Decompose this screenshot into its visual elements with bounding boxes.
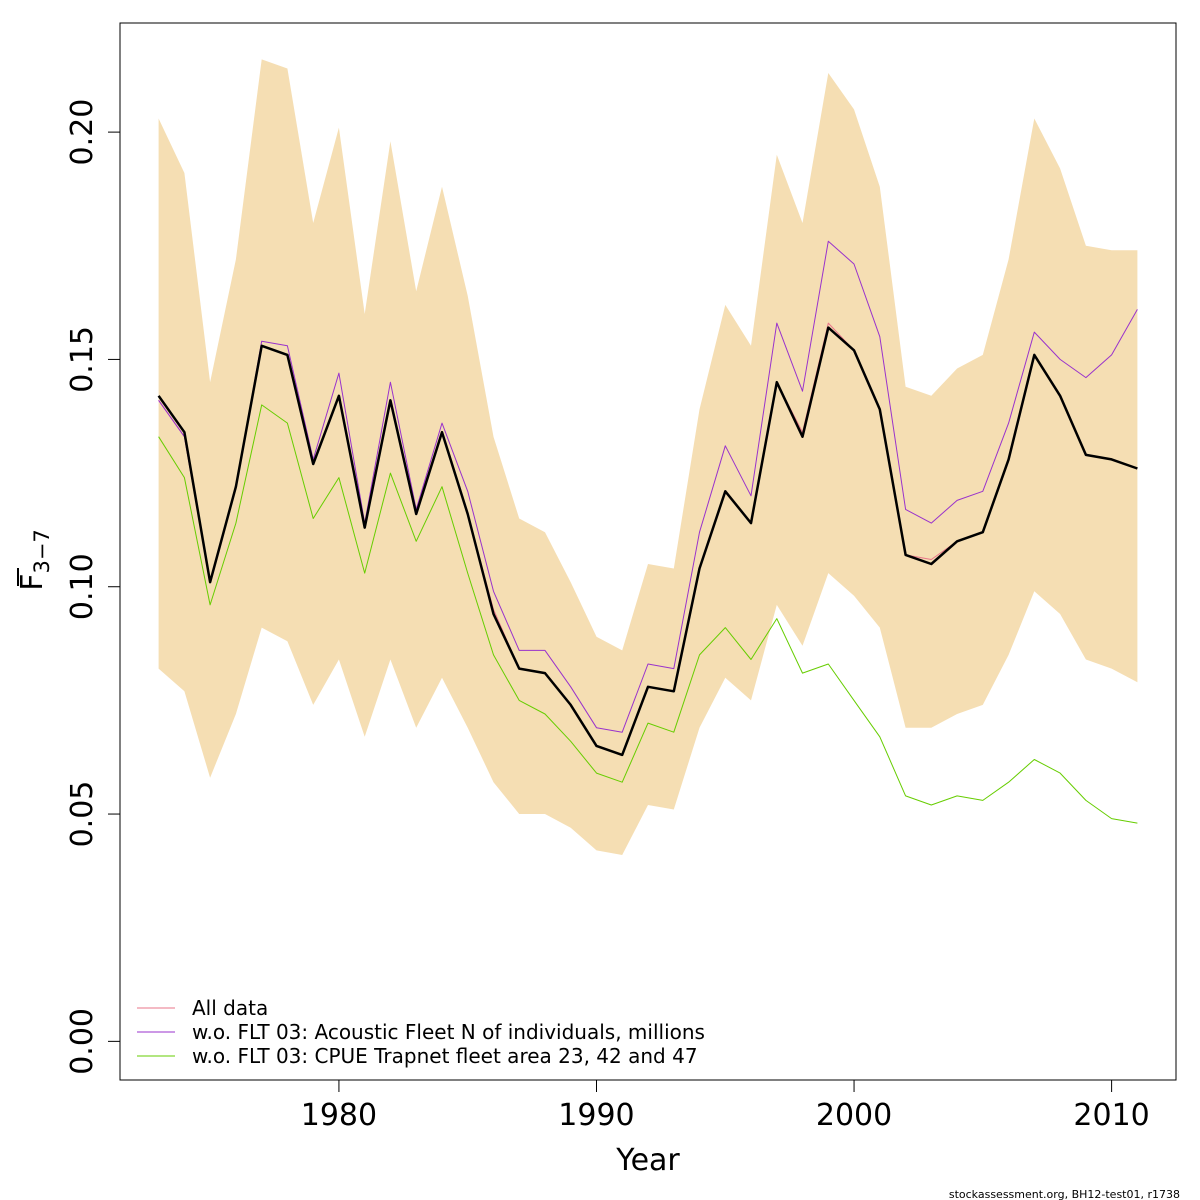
x-tick-label: 2010 (1073, 1098, 1149, 1133)
series-line-3 (157, 326, 1138, 757)
y-tick-label: 0.15 (65, 326, 100, 393)
legend-label: w.o. FLT 03: CPUE Trapnet fleet area 23,… (192, 1044, 698, 1068)
x-tick-label: 1980 (301, 1098, 377, 1133)
series-layer (157, 240, 1138, 824)
y-tick-label: 0.00 (65, 1008, 100, 1075)
x-tick-label: 2000 (816, 1098, 892, 1133)
y-axis-title-subscript: 3−7 (30, 529, 54, 573)
y-tick-label: 0.20 (65, 99, 100, 166)
legend-label: w.o. FLT 03: Acoustic Fleet N of individ… (192, 1020, 705, 1044)
x-axis: 1980 1990 2000 2010 (301, 1079, 1150, 1133)
confidence-band (158, 59, 1138, 855)
x-tick-label: 1990 (558, 1098, 634, 1133)
series-line-2 (158, 404, 1138, 824)
footer-credit: stockassessment.org, BH12-test01, r1738 (949, 1188, 1180, 1200)
y-axis-title: F3−7 (15, 529, 54, 591)
y-axis: 0.00 0.05 0.10 0.15 0.20 (65, 99, 121, 1075)
series-line-1 (158, 240, 1138, 733)
x-axis-title: Year (615, 1143, 680, 1178)
svg-text:F3−7: F3−7 (15, 529, 54, 591)
confidence-band-layer (158, 59, 1138, 855)
y-tick-label: 0.10 (65, 553, 100, 620)
y-tick-label: 0.05 (65, 781, 100, 848)
y-axis-title-main: F (15, 574, 50, 591)
legend-label: All data (192, 996, 268, 1020)
